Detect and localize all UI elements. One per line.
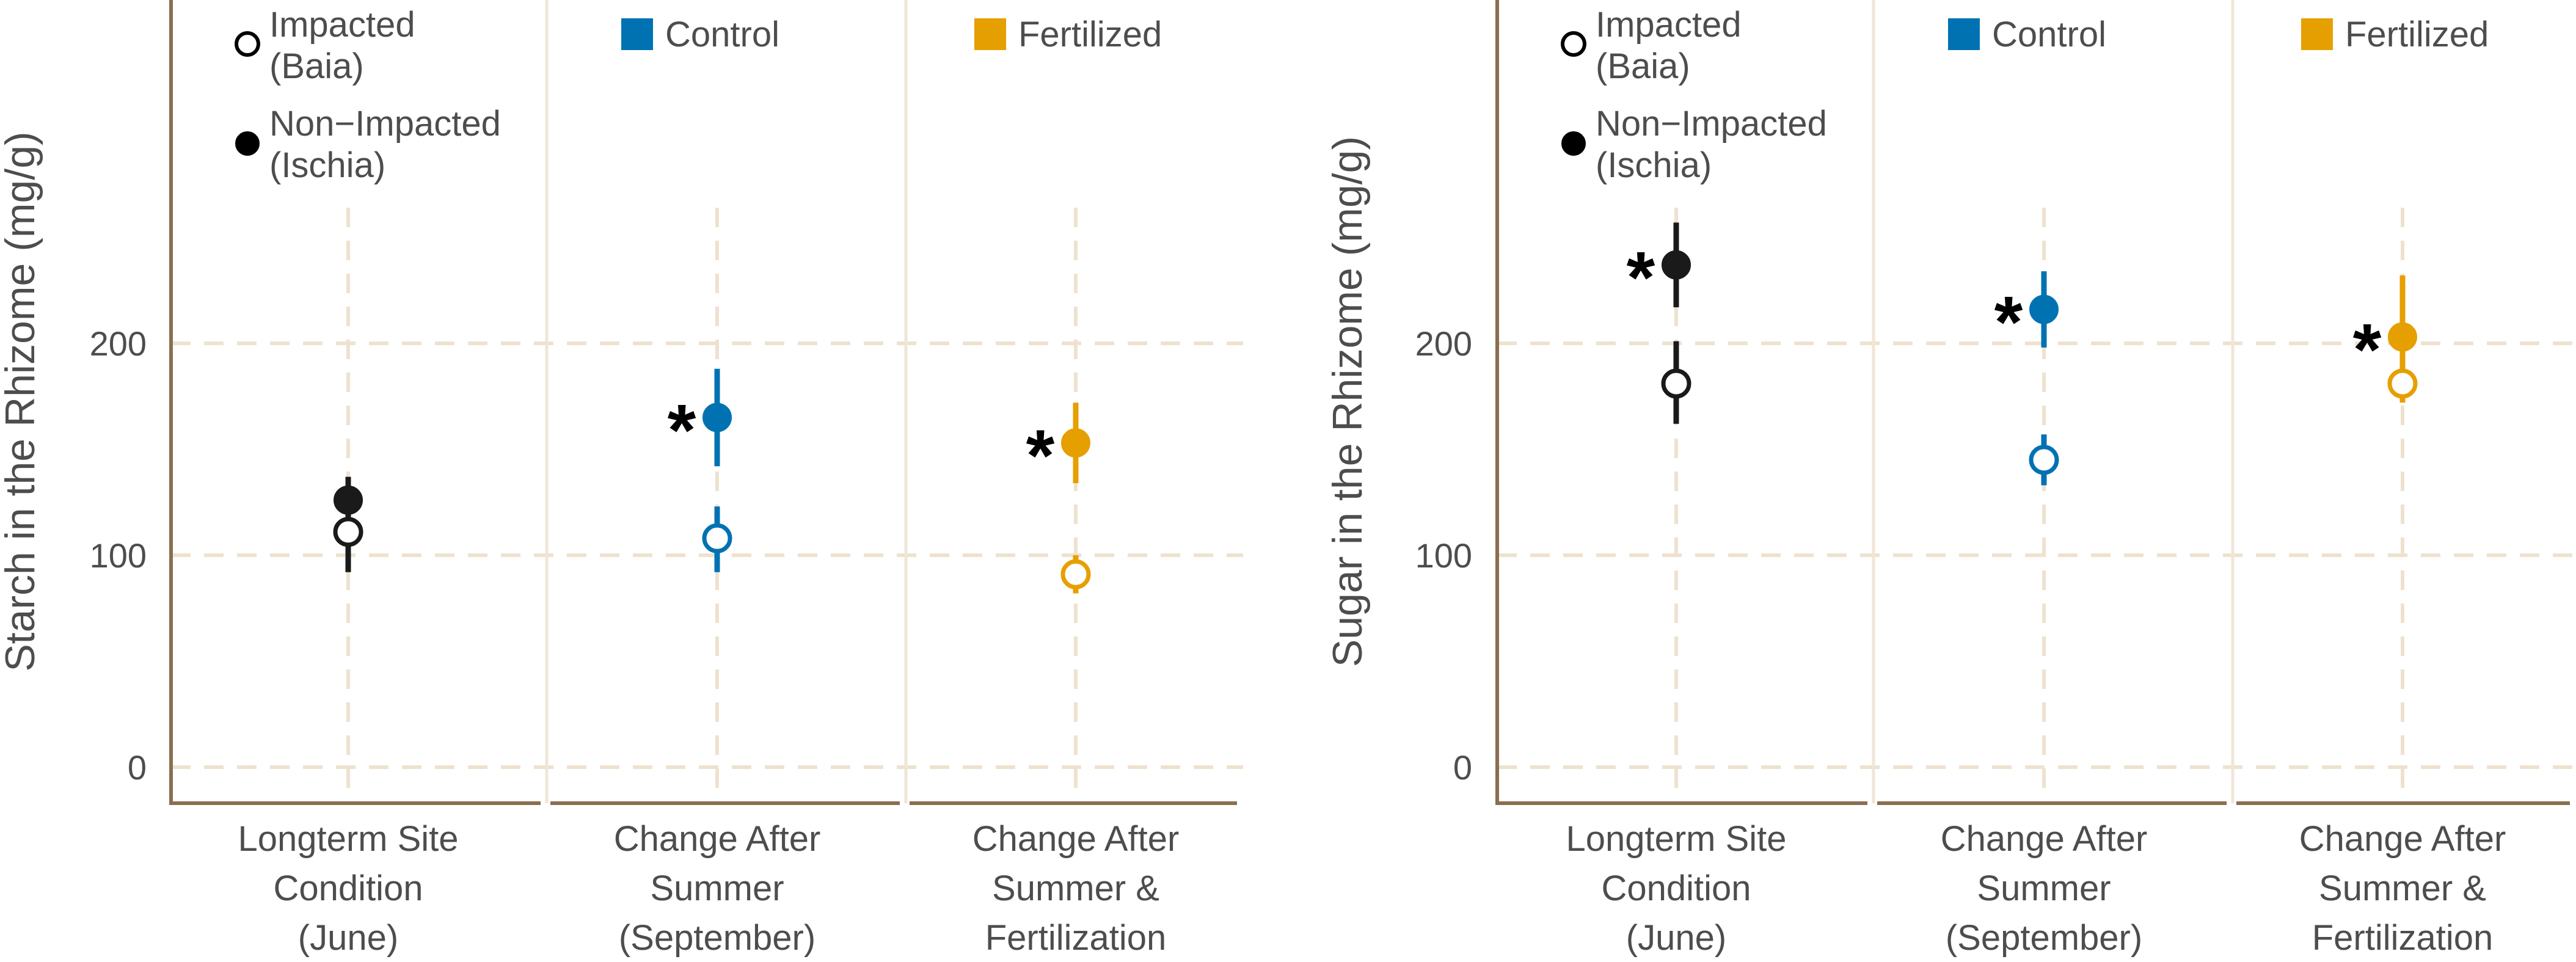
legend-non-impacted-label: (Ischia) xyxy=(269,145,385,185)
legend-impacted-label: (Baia) xyxy=(269,46,364,86)
x-category-label: Change After xyxy=(614,819,821,859)
legend-non-impacted-marker xyxy=(1561,131,1586,156)
point-non-impacted xyxy=(2388,322,2417,352)
point-impacted xyxy=(333,517,363,547)
x-category-label: Condition xyxy=(273,869,423,908)
significance-star: * xyxy=(668,390,696,472)
point-impacted xyxy=(702,523,732,553)
point-impacted xyxy=(2029,445,2059,475)
x-category-label: Fertilization xyxy=(2312,918,2494,958)
point-non-impacted xyxy=(1662,250,1691,280)
y-tick-label: 100 xyxy=(90,536,147,575)
y-tick-label: 0 xyxy=(1453,748,1472,787)
x-category-label: Summer xyxy=(650,869,784,908)
legend-impacted-marker xyxy=(235,31,260,57)
legend-impacted-label: (Baia) xyxy=(1596,46,1690,86)
legend-non-impacted-label: Non−Impacted xyxy=(1596,104,1827,144)
legend-control-label: Control xyxy=(665,15,779,54)
x-category-label: Summer xyxy=(1977,869,2111,908)
significance-star: * xyxy=(1994,282,2023,363)
y-tick-label: 200 xyxy=(90,324,147,363)
legend-fertilized-swatch xyxy=(974,18,1006,50)
x-category-label: (September) xyxy=(1946,918,2142,958)
starch-chart: 0 100 200 Starch in the Rhizome (mg/g) Longt… xyxy=(0,0,1243,958)
legend-fertilized-label: Fertilized xyxy=(1018,15,1162,54)
legend-control-swatch xyxy=(621,18,653,50)
legend-non-impacted-marker xyxy=(235,131,260,156)
sugar-chart: 0 100 200 Sugar in the Rhizome (mg/g) Longte… xyxy=(1324,0,2576,958)
x-category-label: Longterm Site xyxy=(238,819,458,859)
x-category-label: (September) xyxy=(619,918,815,958)
x-category-label: Fertilization xyxy=(985,918,1167,958)
legend-fertilized-label: Fertilized xyxy=(2345,15,2489,54)
x-category-label: Summer & xyxy=(992,869,1159,908)
y-axis-title: Starch in the Rhizome (mg/g) xyxy=(0,131,43,671)
point-impacted xyxy=(1661,368,1691,399)
point-non-impacted xyxy=(702,403,732,432)
legend-impacted-marker xyxy=(1561,31,1586,57)
legend-impacted-label: Impacted xyxy=(1596,5,1742,45)
point-non-impacted xyxy=(1061,428,1090,458)
significance-star: * xyxy=(1026,415,1055,497)
legend-impacted-label: Impacted xyxy=(269,5,415,45)
x-category-label: Change After xyxy=(2299,819,2506,859)
legend-non-impacted-label: Non−Impacted xyxy=(269,104,501,144)
x-category-label: Change After xyxy=(972,819,1180,859)
x-category-label: (June) xyxy=(1626,918,1726,958)
x-category-label: Longterm Site xyxy=(1566,819,1786,859)
point-non-impacted xyxy=(2029,294,2059,324)
y-axis-title: Sugar in the Rhizome (mg/g) xyxy=(1324,136,1371,667)
y-tick-label: 100 xyxy=(1415,536,1472,575)
legend-control-swatch xyxy=(1948,18,1980,50)
x-category-label: Change After xyxy=(1941,819,2148,859)
point-impacted xyxy=(2387,368,2418,399)
x-category-label: (June) xyxy=(298,918,398,958)
legend-fertilized-swatch xyxy=(2301,18,2333,50)
significance-star: * xyxy=(2353,309,2382,391)
legend-non-impacted-label: (Ischia) xyxy=(1596,145,1712,185)
point-non-impacted xyxy=(334,485,363,515)
point-impacted xyxy=(1060,559,1091,589)
y-tick-label: 200 xyxy=(1415,324,1472,363)
legend-control-label: Control xyxy=(1992,15,2106,54)
x-category-label: Summer & xyxy=(2319,869,2486,908)
x-category-label: Condition xyxy=(1601,869,1751,908)
significance-star: * xyxy=(1627,237,1655,319)
y-tick-label: 0 xyxy=(128,748,147,787)
